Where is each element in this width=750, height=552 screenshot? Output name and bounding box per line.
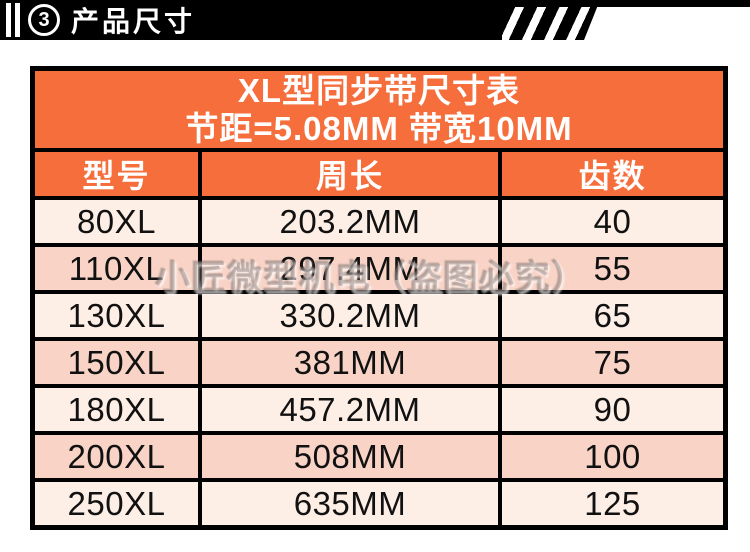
table-title: XL型同步带尺寸表 节距=5.08MM 带宽10MM [35, 71, 723, 148]
cell-teeth: 100 [502, 435, 723, 478]
cell-length: 330.2MM [202, 294, 498, 337]
table-title-line2: 节距=5.08MM 带宽10MM [185, 109, 573, 147]
cell-teeth: 40 [502, 200, 723, 243]
cell-length: 381MM [202, 341, 498, 384]
cell-teeth: 90 [502, 388, 723, 431]
table-title-line1: XL型同步带尺寸表 [237, 71, 521, 109]
size-table: XL型同步带尺寸表 节距=5.08MM 带宽10MM 型号 周长 齿数 80XL… [30, 66, 728, 530]
cell-model: 180XL [35, 388, 198, 431]
column-header-length: 周长 [202, 152, 498, 196]
cell-length: 508MM [202, 435, 498, 478]
cell-model: 80XL [35, 200, 198, 243]
cell-model: 200XL [35, 435, 198, 478]
cell-model: 150XL [35, 341, 198, 384]
cell-teeth: 55 [502, 247, 723, 290]
left-accent-stripe [15, 3, 20, 37]
left-accent-stripe [6, 3, 11, 37]
table-row: 80XL 203.2MM 40 [35, 200, 723, 243]
cell-model: 110XL [35, 247, 198, 290]
column-header-model: 型号 [35, 152, 198, 196]
column-header-teeth: 齿数 [502, 152, 723, 196]
cell-length: 635MM [202, 482, 498, 525]
section-header-bar: 3 产品尺寸 [0, 0, 600, 40]
table-row: 180XL 457.2MM 90 [35, 388, 723, 431]
cell-teeth: 65 [502, 294, 723, 337]
table-row: 150XL 381MM 75 [35, 341, 723, 384]
cell-length: 203.2MM [202, 200, 498, 243]
table-row: 130XL 330.2MM 65 [35, 294, 723, 337]
table-row: 200XL 508MM 100 [35, 435, 723, 478]
cell-model: 130XL [35, 294, 198, 337]
table-row: 110XL 297.4MM 55 [35, 247, 723, 290]
cell-length: 457.2MM [202, 388, 498, 431]
cell-model: 250XL [35, 482, 198, 525]
diagonal-stripes-decoration [502, 7, 606, 40]
section-title: 产品尺寸 [71, 6, 196, 37]
table-header-row: 型号 周长 齿数 [35, 152, 723, 196]
cell-teeth: 75 [502, 341, 723, 384]
cell-teeth: 125 [502, 482, 723, 525]
cell-length: 297.4MM [202, 247, 498, 290]
step-number-badge: 3 [28, 4, 60, 36]
table-row: 250XL 635MM 125 [35, 482, 723, 525]
